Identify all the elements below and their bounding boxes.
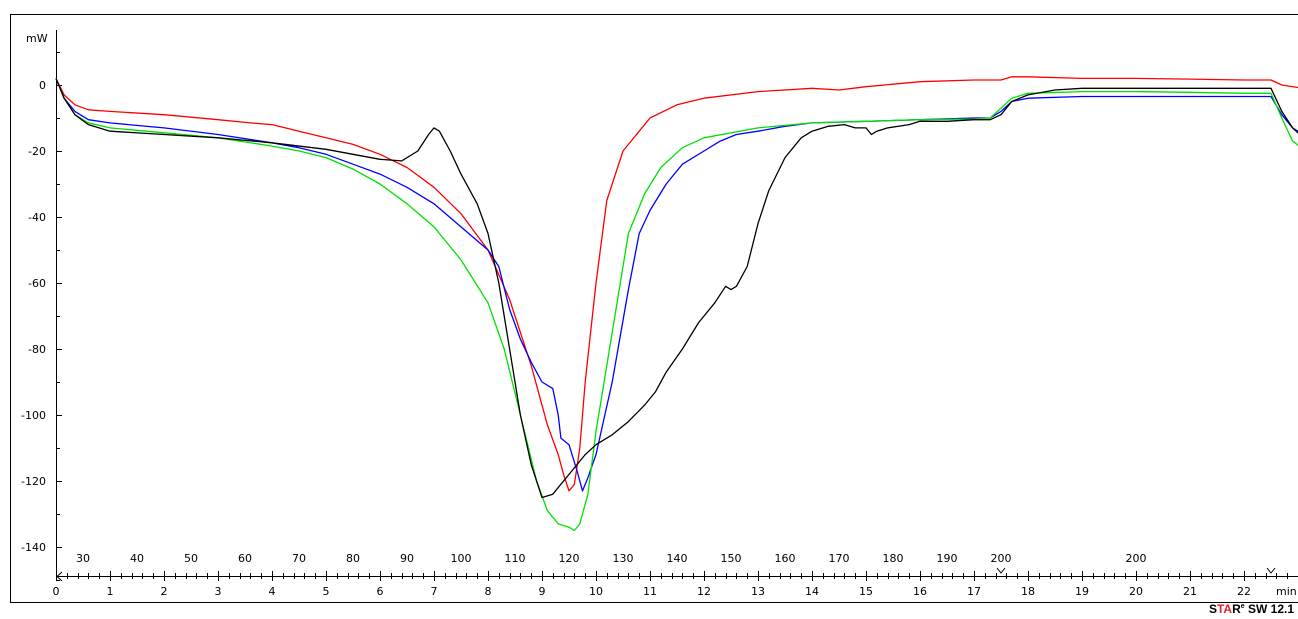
temperature-label: 200 bbox=[991, 552, 1012, 565]
x-tick-label: 19 bbox=[1075, 585, 1089, 598]
brand-version: SW 12.1 bbox=[1244, 602, 1294, 616]
brand-ta: TA bbox=[1216, 602, 1233, 616]
x-tick-label: 16 bbox=[913, 585, 927, 598]
x-tick-label: 0 bbox=[53, 585, 60, 598]
x-tick-label: 20 bbox=[1129, 585, 1143, 598]
y-axis-unit-label: mW bbox=[26, 32, 48, 45]
temperature-label: 70 bbox=[292, 552, 306, 565]
temperature-label: 110 bbox=[505, 552, 526, 565]
brand-registered: e bbox=[1240, 603, 1245, 610]
y-tick-label: -80 bbox=[28, 343, 46, 356]
y-tick-label: -100 bbox=[21, 409, 46, 422]
y-tick-label: -60 bbox=[28, 277, 46, 290]
temperature-label: 100 bbox=[451, 552, 472, 565]
temperature-label: 140 bbox=[667, 552, 688, 565]
x-tick-label: 14 bbox=[805, 585, 819, 598]
x-tick-label: 1 bbox=[107, 585, 114, 598]
x-tick-label: 22 bbox=[1237, 585, 1251, 598]
temperature-label: 200 bbox=[1126, 552, 1147, 565]
series-line-1 bbox=[55, 76, 1298, 492]
brand-r: R bbox=[1232, 602, 1241, 616]
x-tick-label: 8 bbox=[485, 585, 492, 598]
plot-frame bbox=[10, 14, 1298, 603]
y-tick-label: -140 bbox=[21, 541, 46, 554]
temperature-label: 40 bbox=[130, 552, 144, 565]
x-tick-label: 9 bbox=[539, 585, 546, 598]
temperature-label: 180 bbox=[883, 552, 904, 565]
x-tick-label: 4 bbox=[269, 585, 276, 598]
software-brand-label: STARe SW 12.1 bbox=[1209, 602, 1294, 616]
x-tick-label: 18 bbox=[1021, 585, 1035, 598]
x-tick-label: 3 bbox=[215, 585, 222, 598]
x-tick-label: 10 bbox=[589, 585, 603, 598]
x-tick-label: 21 bbox=[1183, 585, 1197, 598]
temperature-label: 120 bbox=[559, 552, 580, 565]
temperature-label: 190 bbox=[937, 552, 958, 565]
y-tick-label: -40 bbox=[28, 211, 46, 224]
segment-marker bbox=[996, 567, 1006, 574]
x-tick-label: 11 bbox=[643, 585, 657, 598]
temperature-label: 80 bbox=[346, 552, 360, 565]
temperature-label: 50 bbox=[184, 552, 198, 565]
brand-s: S bbox=[1208, 602, 1217, 616]
x-tick-label: 13 bbox=[751, 585, 765, 598]
x-tick-label: 6 bbox=[377, 585, 384, 598]
x-tick-label: 5 bbox=[323, 585, 330, 598]
series-line-4 bbox=[55, 78, 1298, 499]
x-axis-unit-label: min bbox=[1276, 585, 1297, 598]
temperature-label: 170 bbox=[829, 552, 850, 565]
chart-frame bbox=[10, 14, 1298, 603]
series-line-3 bbox=[55, 78, 1298, 532]
temperature-label: 130 bbox=[613, 552, 634, 565]
x-tick-label: 12 bbox=[697, 585, 711, 598]
temperature-label: 160 bbox=[775, 552, 796, 565]
segment-marker bbox=[1266, 567, 1276, 574]
series-lines bbox=[55, 76, 1298, 532]
x-tick-label: 2 bbox=[161, 585, 168, 598]
x-tick-label: 15 bbox=[859, 585, 873, 598]
y-tick-label: -120 bbox=[21, 475, 46, 488]
temperature-label: 90 bbox=[400, 552, 414, 565]
temperature-label: 30 bbox=[76, 552, 90, 565]
temperature-label: 150 bbox=[721, 552, 742, 565]
y-tick-label: -20 bbox=[28, 145, 46, 158]
x-tick-label: 7 bbox=[431, 585, 438, 598]
temperature-label: 60 bbox=[238, 552, 252, 565]
y-tick-label: 0 bbox=[39, 79, 46, 92]
x-tick-label: 17 bbox=[967, 585, 981, 598]
